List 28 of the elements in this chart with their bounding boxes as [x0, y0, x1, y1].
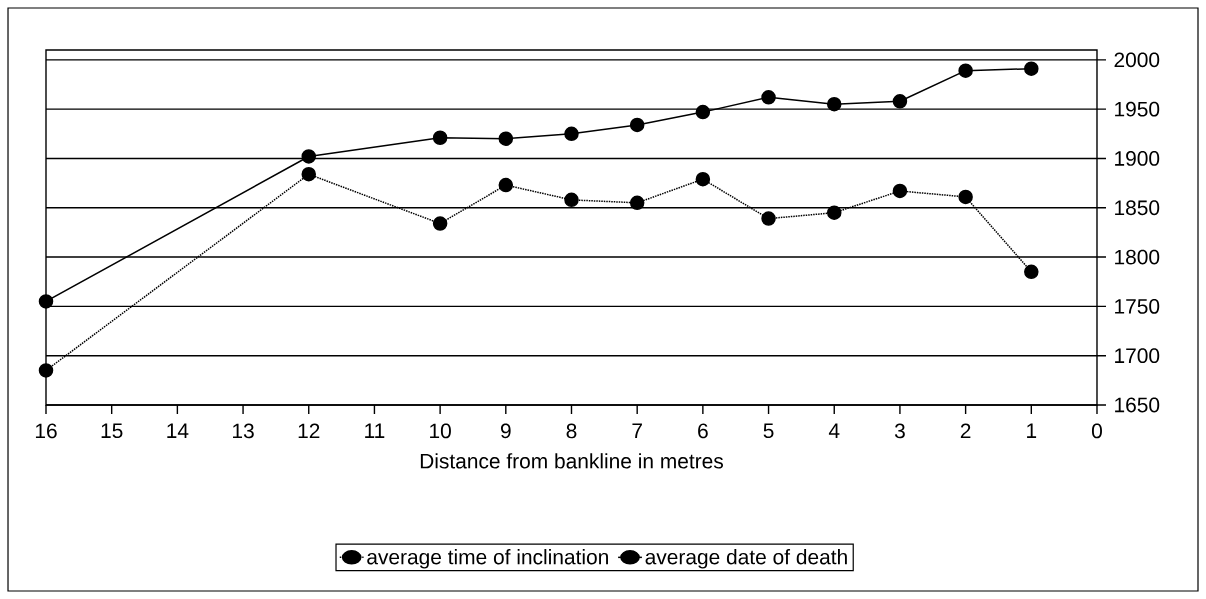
y-tick-label: 1950 [1115, 101, 1160, 117]
legend-label: average time of inclination [367, 549, 608, 569]
x-tick-label: 12 [298, 423, 320, 439]
x-tick-label: 16 [35, 423, 57, 439]
x-tick-label: 9 [500, 423, 511, 439]
x-tick-label: 5 [763, 423, 774, 439]
x-axis-title: Distance from bankline in metres [420, 453, 723, 469]
x-tick-label: 4 [828, 423, 840, 438]
x-tick-label: 10 [430, 423, 451, 439]
x-tick-label: 13 [233, 423, 254, 439]
x-tick-label: 8 [566, 423, 577, 439]
x-tick-label: 11 [365, 423, 385, 438]
x-tick-label: 14 [167, 423, 189, 438]
x-tick-label: 15 [101, 423, 123, 439]
y-tick-label: 1800 [1115, 249, 1160, 265]
y-tick-label: 1650 [1115, 397, 1160, 413]
legend-label: average date of death [645, 549, 847, 569]
y-tick-label: 1700 [1115, 348, 1160, 364]
x-tick-label: 3 [894, 423, 905, 439]
y-tick-label: 1750 [1115, 298, 1160, 314]
y-tick-label: 1900 [1115, 151, 1160, 166]
x-tick-label: 7 [632, 423, 642, 438]
x-tick-label: 1 [1027, 423, 1037, 438]
y-tick-label: 1850 [1115, 200, 1160, 216]
x-tick-label: 0 [1091, 423, 1102, 439]
x-tick-label: 2 [960, 423, 971, 439]
x-tick-label: 6 [698, 423, 708, 439]
y-tick-label: 2000 [1114, 52, 1160, 68]
